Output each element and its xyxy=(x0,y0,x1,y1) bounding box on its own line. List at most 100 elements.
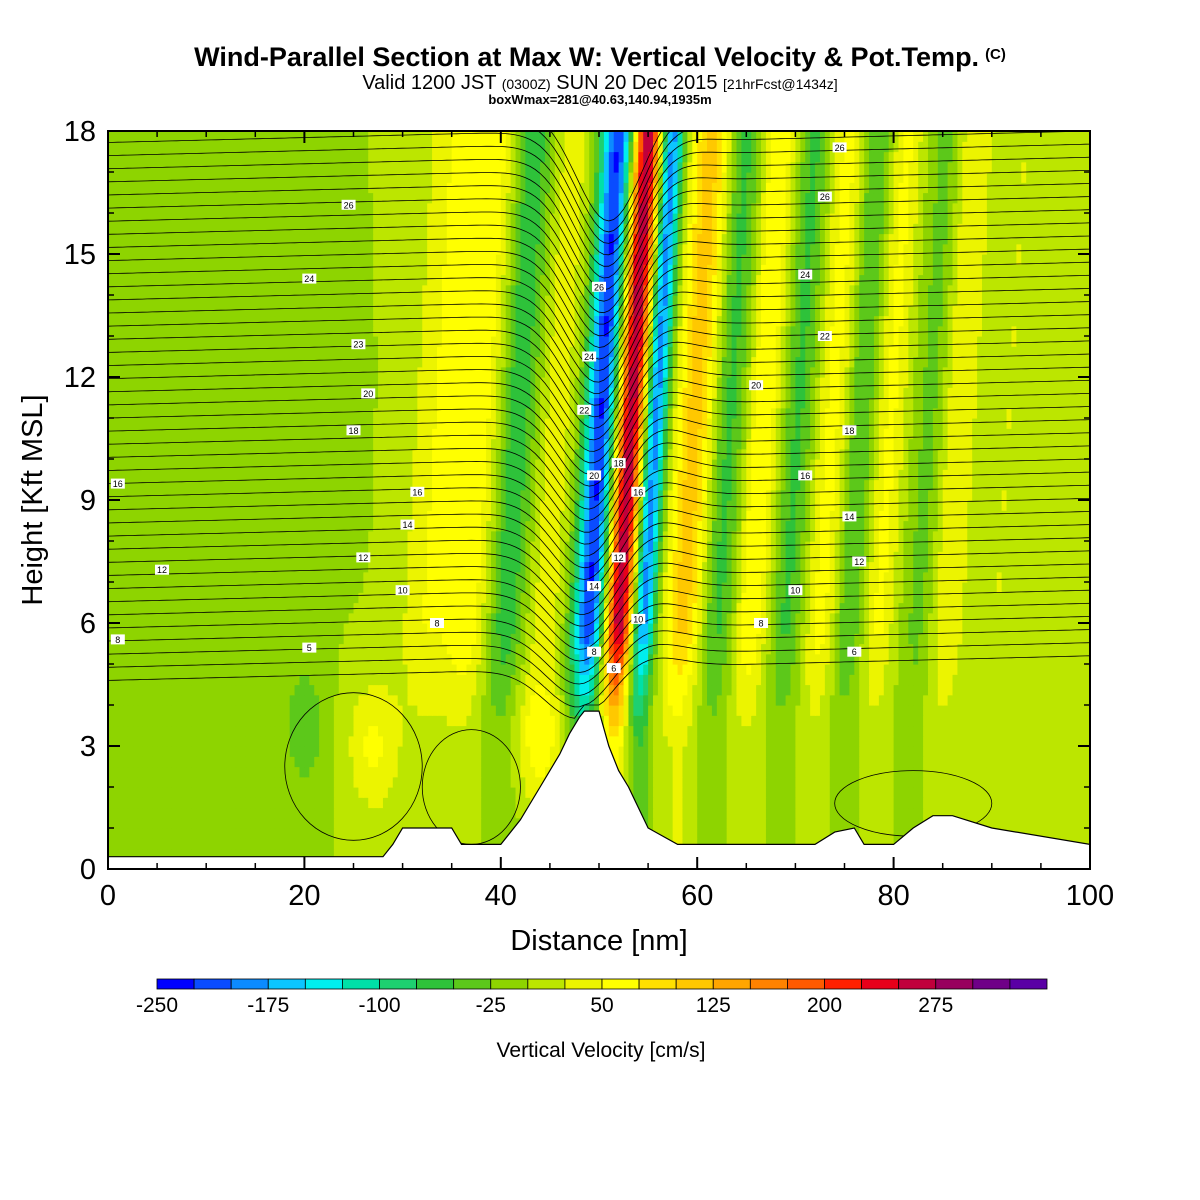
velocity-cell xyxy=(888,746,895,757)
velocity-cell xyxy=(122,725,129,737)
velocity-cell xyxy=(206,653,212,665)
velocity-cell xyxy=(1075,715,1081,727)
velocity-cell xyxy=(397,643,404,655)
velocity-cell xyxy=(540,705,546,716)
velocity-cell xyxy=(883,684,890,696)
velocity-cell xyxy=(687,756,693,768)
velocity-cell xyxy=(824,725,831,737)
velocity-cell xyxy=(132,828,139,839)
velocity-cell xyxy=(235,623,242,634)
velocity-cell xyxy=(1016,633,1022,645)
velocity-cell xyxy=(162,633,168,645)
velocity-cell xyxy=(972,633,978,645)
velocity-cell xyxy=(839,623,846,634)
velocity-cell xyxy=(977,807,983,819)
velocity-cell xyxy=(112,776,119,788)
velocity-cell xyxy=(662,623,669,634)
velocity-cell xyxy=(878,787,885,798)
velocity-cell xyxy=(387,705,394,716)
velocity-cell xyxy=(505,664,512,675)
velocity-cell xyxy=(942,643,949,655)
velocity-cell xyxy=(697,633,703,645)
velocity-cell xyxy=(1055,756,1062,768)
velocity-cell xyxy=(230,797,237,809)
velocity-cell xyxy=(206,746,212,757)
velocity-cell xyxy=(191,756,197,768)
velocity-cell xyxy=(216,705,222,716)
velocity-cell xyxy=(382,807,389,819)
velocity-cell xyxy=(1026,643,1032,655)
velocity-cell xyxy=(1060,807,1067,819)
velocity-cell xyxy=(844,817,851,829)
velocity-cell xyxy=(1035,828,1042,839)
velocity-cell xyxy=(996,817,1003,829)
velocity-cell xyxy=(505,643,512,655)
velocity-cell xyxy=(319,612,325,624)
velocity-cell xyxy=(746,684,752,696)
velocity-cell xyxy=(304,694,310,706)
velocity-cell xyxy=(579,623,585,634)
velocity-cell xyxy=(338,643,345,655)
velocity-cell xyxy=(319,653,325,665)
velocity-cell xyxy=(186,756,193,768)
velocity-cell xyxy=(810,828,816,839)
velocity-cell xyxy=(716,633,723,645)
velocity-cell xyxy=(446,766,453,778)
velocity-cell xyxy=(834,725,841,737)
velocity-cell xyxy=(819,735,826,747)
velocity-cell xyxy=(775,633,782,645)
velocity-cell xyxy=(481,684,487,696)
velocity-cell xyxy=(397,684,404,696)
velocity-cell xyxy=(883,674,890,686)
velocity-cell xyxy=(274,756,281,768)
velocity-cell xyxy=(991,623,998,634)
velocity-cell xyxy=(157,674,163,686)
velocity-cell xyxy=(171,653,178,665)
velocity-cell xyxy=(869,725,875,737)
velocity-cell xyxy=(824,694,831,706)
velocity-cell xyxy=(368,664,374,675)
velocity-cell xyxy=(461,623,468,634)
velocity-cell xyxy=(702,797,708,809)
velocity-cell xyxy=(348,612,355,624)
velocity-cell xyxy=(726,838,733,850)
velocity-cell xyxy=(942,623,949,634)
velocity-cell xyxy=(535,633,541,645)
velocity-cell xyxy=(859,735,865,747)
velocity-cell xyxy=(456,684,463,696)
velocity-cell xyxy=(289,735,296,747)
velocity-cell xyxy=(186,705,193,716)
velocity-cell xyxy=(348,807,355,819)
velocity-cell xyxy=(324,756,330,768)
velocity-cell xyxy=(844,725,851,737)
velocity-cell xyxy=(486,694,492,706)
velocity-cell xyxy=(270,817,276,829)
velocity-cell xyxy=(245,623,251,634)
velocity-cell xyxy=(510,787,517,798)
velocity-cell xyxy=(486,735,492,747)
velocity-cell xyxy=(348,735,355,747)
velocity-cell xyxy=(657,787,664,798)
velocity-cell xyxy=(677,612,684,624)
velocity-cell xyxy=(810,694,816,706)
velocity-cell xyxy=(638,705,644,716)
velocity-cell xyxy=(304,838,310,850)
velocity-cell xyxy=(117,664,124,675)
velocity-cell xyxy=(441,776,448,788)
velocity-cell xyxy=(245,807,251,819)
velocity-cell xyxy=(486,828,492,839)
velocity-cell xyxy=(142,664,148,675)
velocity-cell xyxy=(746,715,752,727)
velocity-cell xyxy=(166,756,173,768)
velocity-cell xyxy=(137,715,143,727)
velocity-cell xyxy=(540,633,546,645)
velocity-cell xyxy=(653,664,659,675)
velocity-cell xyxy=(618,715,625,727)
velocity-cell xyxy=(289,623,296,634)
velocity-cell xyxy=(495,838,502,850)
velocity-cell xyxy=(633,684,639,696)
velocity-cell xyxy=(667,653,674,665)
velocity-cell xyxy=(711,623,718,634)
velocity-cell xyxy=(756,766,762,778)
velocity-cell xyxy=(525,643,531,655)
